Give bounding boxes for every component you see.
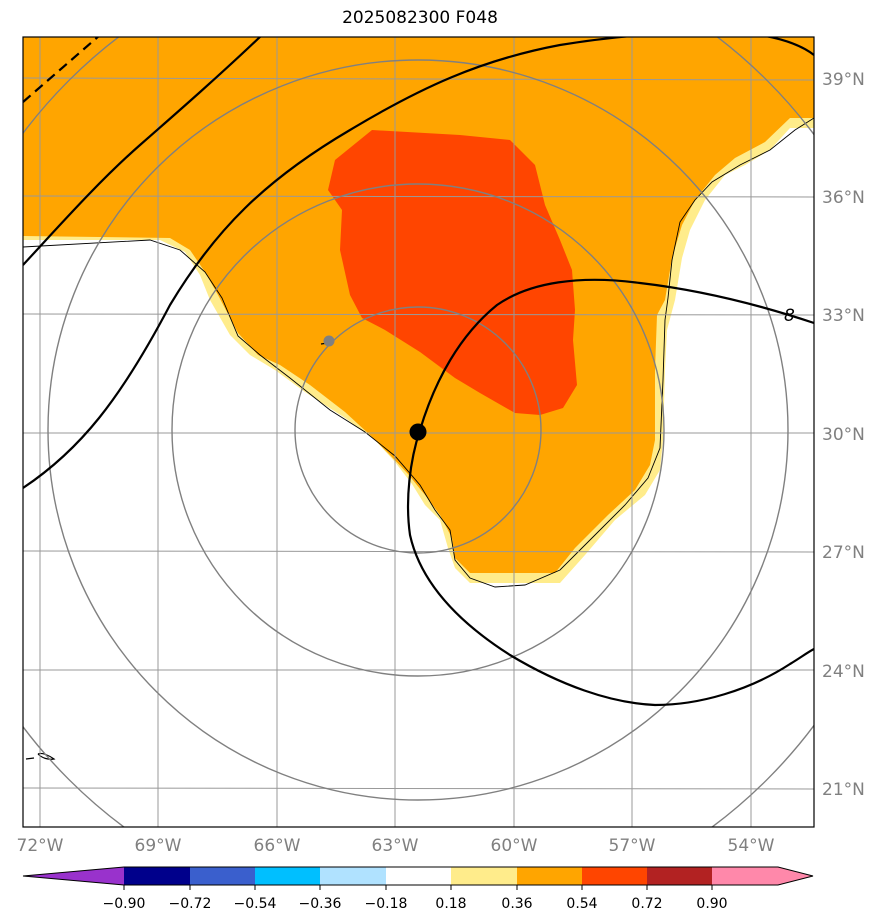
field-fill-strong (328, 130, 577, 415)
colorbar-seg (712, 867, 813, 885)
colorbar-seg (451, 867, 517, 885)
lat-label: 33°N (822, 306, 865, 326)
lat-label: 21°N (822, 780, 865, 800)
colorbar-tick-label: 0.18 (435, 896, 466, 912)
colorbar-seg (582, 867, 647, 885)
lon-label: 66°W (254, 836, 301, 856)
colorbar-tick-label: 0.36 (501, 896, 532, 912)
colorbar-tick-label: −0.18 (365, 896, 408, 912)
lon-label: 57°W (609, 836, 656, 856)
lon-label: 69°W (135, 836, 182, 856)
lat-label: 24°N (822, 662, 865, 682)
colorbar-tick-label: −0.90 (103, 896, 146, 912)
colorbar-tick-label: 0.72 (631, 896, 662, 912)
lon-label: 54°W (728, 836, 775, 856)
colorbar-seg (124, 867, 190, 885)
lat-label: 30°N (822, 425, 865, 445)
colorbar-seg (255, 867, 320, 885)
colorbar-seg (386, 867, 451, 885)
lat-label: 39°N (822, 70, 865, 90)
colorbar-seg (320, 867, 386, 885)
colorbar-tick-label: 0.54 (566, 896, 597, 912)
island-bahamas (25, 752, 56, 760)
colorbar-seg (647, 867, 712, 885)
contour-lines (23, 37, 814, 707)
contour-8 (406, 278, 814, 707)
colorbar-seg (190, 867, 255, 885)
colorbar-tick-label: −0.54 (234, 896, 277, 912)
latitude-labels: 39°N 36°N 33°N 30°N 27°N 24°N 21°N (822, 70, 865, 800)
longitude-labels: 72°W 69°W 66°W 63°W 60°W 57°W 54°W (17, 836, 775, 856)
contour-label: 8 (784, 306, 795, 326)
map-frame (22, 36, 815, 828)
colorbar-tick-label: 0.90 (696, 896, 727, 912)
lon-label: 72°W (17, 836, 64, 856)
lon-label: 63°W (372, 836, 419, 856)
storm-center-marker (409, 423, 427, 441)
contour-middle (23, 37, 814, 489)
colorbar: −0.90 −0.72 −0.54 −0.36 −0.18 0.18 0.36 … (22, 866, 814, 912)
colorbar-seg (23, 867, 124, 885)
colorbar-seg (517, 867, 582, 885)
coastline (23, 117, 814, 588)
colorbar-tick-label: −0.72 (169, 896, 212, 912)
lat-label: 27°N (822, 543, 865, 563)
contour-west (23, 37, 262, 266)
colorbar-tick-label: −0.36 (299, 896, 342, 912)
contour-dashed (23, 37, 100, 103)
gray-marker (323, 335, 335, 347)
lon-label: 60°W (491, 836, 538, 856)
map-title: 2025082300 F048 (342, 8, 498, 28)
lat-label: 36°N (822, 188, 865, 208)
